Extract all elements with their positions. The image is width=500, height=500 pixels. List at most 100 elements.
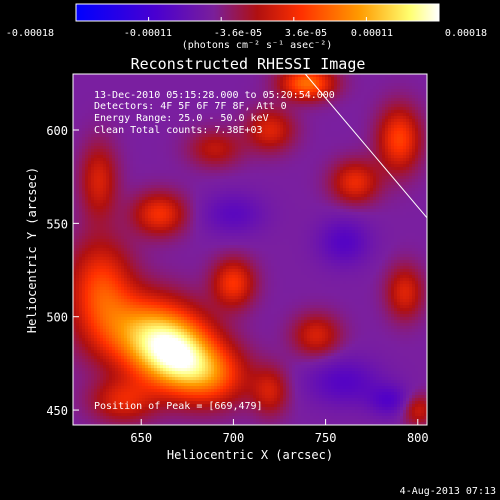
heatmap-cell: [202, 125, 206, 129]
heatmap-cell: [313, 191, 317, 195]
heatmap-cell: [280, 191, 284, 195]
heatmap-cell: [238, 173, 242, 177]
heatmap-cell: [307, 119, 311, 123]
heatmap-cell: [118, 95, 122, 99]
heatmap-cell: [397, 77, 401, 81]
heatmap-cell: [145, 80, 149, 84]
heatmap-cell: [268, 173, 272, 177]
heatmap-cell: [283, 98, 287, 102]
heatmap-cell: [199, 182, 203, 186]
heatmap-cell: [313, 92, 317, 96]
heatmap-cell: [319, 167, 323, 171]
heatmap-cell: [118, 125, 122, 129]
heatmap-cell: [373, 74, 377, 78]
heatmap-cell: [151, 104, 155, 108]
heatmap-cell: [343, 86, 347, 90]
heatmap-cell: [88, 158, 92, 162]
heatmap-cell: [385, 146, 389, 150]
heatmap-cell: [307, 101, 311, 105]
heatmap-cell: [226, 191, 230, 195]
heatmap-cell: [412, 74, 416, 78]
heatmap-cell: [82, 122, 86, 126]
heatmap-cell: [328, 137, 332, 141]
heatmap-cell: [133, 170, 137, 174]
heatmap-cell: [190, 101, 194, 105]
heatmap-cell: [271, 116, 275, 120]
heatmap-cell: [415, 95, 419, 99]
heatmap-cell: [151, 167, 155, 171]
heatmap-cell: [226, 137, 230, 141]
heatmap-cell: [148, 116, 152, 120]
heatmap-cell: [91, 83, 95, 87]
heatmap-cell: [412, 122, 416, 126]
heatmap-cell: [139, 95, 143, 99]
heatmap-cell: [295, 113, 299, 117]
heatmap-cell: [247, 134, 251, 138]
heatmap-cell: [232, 101, 236, 105]
heatmap-cell: [295, 188, 299, 192]
heatmap-cell: [277, 92, 281, 96]
heatmap-cell: [250, 167, 254, 171]
heatmap-cell: [424, 170, 428, 174]
heatmap-cell: [355, 107, 359, 111]
heatmap-cell: [346, 116, 350, 120]
heatmap-cell: [322, 89, 326, 93]
heatmap-cell: [208, 119, 212, 123]
heatmap-cell: [163, 182, 167, 186]
heatmap-cell: [259, 179, 263, 183]
heatmap-cell: [196, 143, 200, 147]
heatmap-cell: [235, 122, 239, 126]
heatmap-cell: [331, 122, 335, 126]
heatmap-cell: [166, 77, 170, 81]
heatmap-cell: [241, 131, 245, 135]
heatmap-cell: [334, 74, 338, 78]
heatmap-cell: [307, 131, 311, 135]
heatmap-cell: [157, 101, 161, 105]
heatmap-cell: [322, 80, 326, 84]
heatmap-cell: [154, 89, 158, 93]
heatmap-cell: [85, 89, 89, 93]
heatmap-cell: [367, 152, 371, 156]
heatmap-cell: [388, 164, 392, 168]
heatmap-cell: [256, 191, 260, 195]
heatmap-cell: [301, 167, 305, 171]
heatmap-cell: [118, 158, 122, 162]
heatmap-cell: [352, 83, 356, 87]
heatmap-cell: [160, 185, 164, 189]
heatmap-cell: [364, 197, 368, 201]
heatmap-cell: [175, 188, 179, 192]
heatmap-cell: [202, 77, 206, 81]
heatmap-cell: [334, 107, 338, 111]
heatmap-cell: [277, 170, 281, 174]
heatmap-cell: [319, 107, 323, 111]
heatmap-cell: [343, 149, 347, 153]
heatmap-cell: [298, 185, 302, 189]
heatmap-cell: [373, 143, 377, 147]
heatmap-cell: [82, 161, 86, 165]
heatmap-cell: [82, 107, 86, 111]
heatmap-cell: [313, 77, 317, 81]
heatmap-cell: [232, 152, 236, 156]
heatmap-cell: [304, 86, 308, 90]
heatmap-cell: [388, 83, 392, 87]
heatmap-cell: [340, 167, 344, 171]
heatmap-cell: [241, 86, 245, 90]
heatmap-cell: [157, 197, 161, 201]
heatmap-cell: [238, 119, 242, 123]
heatmap-cell: [313, 113, 317, 117]
heatmap-cell: [106, 113, 110, 117]
heatmap-cell: [247, 107, 251, 111]
heatmap-cell: [409, 176, 413, 180]
heatmap-cell: [316, 74, 320, 78]
heatmap-cell: [88, 167, 92, 171]
heatmap-cell: [346, 113, 350, 117]
heatmap-cell: [316, 182, 320, 186]
heatmap-cell: [340, 143, 344, 147]
heatmap-cell: [235, 185, 239, 189]
heatmap-cell: [418, 113, 422, 117]
heatmap-cell: [370, 116, 374, 120]
heatmap-cell: [160, 77, 164, 81]
heatmap-cell: [364, 182, 368, 186]
heatmap-cell: [133, 77, 137, 81]
heatmap-cell: [133, 98, 137, 102]
